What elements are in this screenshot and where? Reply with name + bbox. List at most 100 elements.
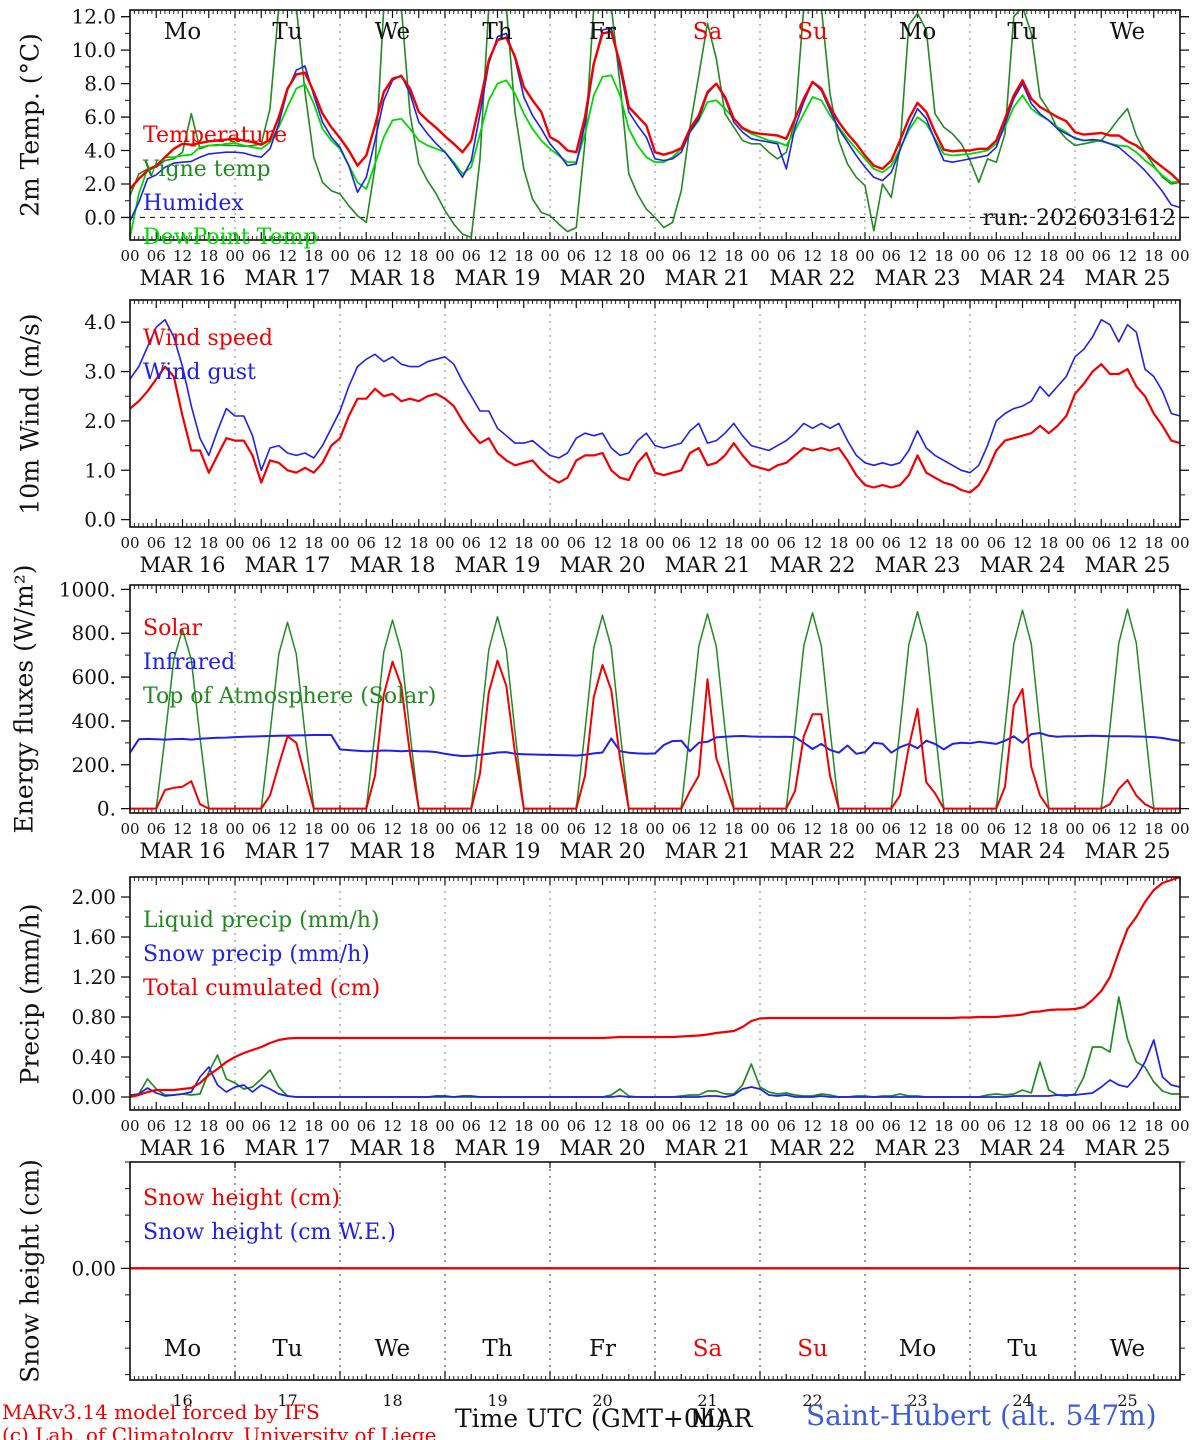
y-tick-label: 1000. xyxy=(59,577,116,601)
hour-tick-label: 12 xyxy=(803,1117,822,1135)
hour-tick-label: 06 xyxy=(672,247,691,265)
hour-tick-label: 00 xyxy=(750,534,769,552)
date-tick-label: MAR 25 xyxy=(1085,1136,1171,1160)
hour-tick-label: 00 xyxy=(120,1117,139,1135)
hour-tick-label: 12 xyxy=(593,820,612,838)
series-total-cumulated-cm- xyxy=(130,877,1180,1099)
legend-precip-1: Snow precip (mm/h) xyxy=(143,942,370,967)
hour-tick-label: 12 xyxy=(383,534,402,552)
y-tick-label: 600. xyxy=(71,665,116,689)
hour-tick-label: 18 xyxy=(829,820,848,838)
hour-tick-label: 12 xyxy=(698,534,717,552)
date-tick-label: MAR 24 xyxy=(980,839,1066,863)
hour-tick-label: 00 xyxy=(1170,247,1189,265)
hour-tick-label: 06 xyxy=(882,820,901,838)
series-temperature xyxy=(130,30,1180,191)
date-tick-label: MAR 19 xyxy=(455,266,541,290)
x-axis-caption: Time UTC (GMT+0h) xyxy=(455,1404,726,1433)
date-tick-label: MAR 22 xyxy=(770,553,856,577)
day-number-label: 16 xyxy=(172,1391,192,1410)
hour-tick-label: 12 xyxy=(278,247,297,265)
date-tick-label: MAR 19 xyxy=(455,1136,541,1160)
hour-tick-label: 00 xyxy=(225,1117,244,1135)
y-tick-label: 0.00 xyxy=(71,1256,116,1280)
date-tick-label: MAR 24 xyxy=(980,553,1066,577)
y-tick-label: 2.00 xyxy=(71,885,116,909)
hour-tick-label: 12 xyxy=(383,820,402,838)
hour-tick-label: 18 xyxy=(1144,820,1163,838)
day-name-bottom: Mo xyxy=(899,1336,936,1362)
hour-tick-label: 00 xyxy=(645,1117,664,1135)
day-number-label: 21 xyxy=(697,1391,717,1410)
date-tick-label: MAR 21 xyxy=(665,839,751,863)
hour-tick-label: 06 xyxy=(252,247,271,265)
model-name: MAR xyxy=(690,1404,753,1433)
legend-temp2m-2: Humidex xyxy=(143,191,244,216)
day-number-label: 20 xyxy=(592,1391,612,1410)
hour-tick-label: 06 xyxy=(987,1117,1006,1135)
hour-tick-label: 06 xyxy=(147,247,166,265)
hour-tick-label: 18 xyxy=(409,1117,428,1135)
date-tick-label: MAR 19 xyxy=(455,839,541,863)
legend-snow-1: Snow height (cm W.E.) xyxy=(143,1220,396,1245)
date-tick-label: MAR 19 xyxy=(455,553,541,577)
hour-tick-label: 00 xyxy=(750,1117,769,1135)
y-tick-label: 0.40 xyxy=(71,1045,116,1069)
credit-line-2: (c) Lab. of Climatology, University of L… xyxy=(2,1423,437,1440)
hour-tick-label: 12 xyxy=(698,820,717,838)
date-tick-label: MAR 24 xyxy=(980,266,1066,290)
series-snow-precip-mm-h- xyxy=(130,1039,1180,1098)
hour-tick-label: 00 xyxy=(960,1117,979,1135)
hour-tick-label: 06 xyxy=(882,534,901,552)
hour-tick-label: 06 xyxy=(987,820,1006,838)
hour-tick-label: 18 xyxy=(619,820,638,838)
legend-temp2m-3: DewPoint Temp xyxy=(143,225,318,250)
hour-tick-label: 18 xyxy=(724,534,743,552)
hour-tick-label: 12 xyxy=(1118,1117,1137,1135)
hour-tick-label: 12 xyxy=(908,1117,927,1135)
hour-tick-label: 00 xyxy=(330,1117,349,1135)
hour-tick-label: 06 xyxy=(357,820,376,838)
legend-temp2m-1: Vigne temp xyxy=(143,157,271,182)
date-tick-label: MAR 21 xyxy=(665,1136,751,1160)
day-name-bottom: Th xyxy=(482,1336,512,1362)
date-tick-label: MAR 23 xyxy=(875,1136,961,1160)
date-tick-label: MAR 18 xyxy=(350,1136,436,1160)
hour-tick-label: 00 xyxy=(960,247,979,265)
hour-tick-label: 06 xyxy=(777,534,796,552)
y-tick-label: 4.0 xyxy=(84,139,116,163)
day-number-label: 24 xyxy=(1012,1391,1032,1410)
day-number-label: 23 xyxy=(907,1391,927,1410)
y-tick-label: 3.0 xyxy=(84,360,116,384)
hour-tick-label: 12 xyxy=(383,247,402,265)
date-tick-label: MAR 16 xyxy=(140,1136,226,1160)
day-name-bottom: Sa xyxy=(693,1336,723,1362)
date-tick-label: MAR 25 xyxy=(1085,839,1171,863)
y-axis-title-temp: 2m Temp. (°C) xyxy=(15,33,45,217)
date-tick-label: MAR 22 xyxy=(770,266,856,290)
hour-tick-label: 00 xyxy=(120,820,139,838)
date-tick-label: MAR 23 xyxy=(875,839,961,863)
day-name-bottom: Tu xyxy=(272,1336,302,1362)
hour-tick-label: 18 xyxy=(199,247,218,265)
y-tick-label: 1.20 xyxy=(71,965,116,989)
date-tick-label: MAR 16 xyxy=(140,266,226,290)
hour-tick-label: 00 xyxy=(120,534,139,552)
hour-tick-label: 00 xyxy=(645,820,664,838)
hour-tick-label: 12 xyxy=(1013,534,1032,552)
hour-tick-label: 06 xyxy=(1092,247,1111,265)
hour-tick-label: 18 xyxy=(1039,1117,1058,1135)
date-tick-label: MAR 18 xyxy=(350,553,436,577)
date-tick-label: MAR 22 xyxy=(770,839,856,863)
hour-tick-label: 06 xyxy=(147,1117,166,1135)
y-tick-label: 0. xyxy=(97,797,116,821)
day-name-top: Th xyxy=(482,19,512,45)
hour-tick-label: 12 xyxy=(488,1117,507,1135)
hour-tick-label: 06 xyxy=(462,534,481,552)
hour-tick-label: 18 xyxy=(304,820,323,838)
hour-tick-label: 18 xyxy=(409,534,428,552)
hour-tick-label: 00 xyxy=(540,820,559,838)
hour-tick-label: 00 xyxy=(750,247,769,265)
y-tick-label: 0.80 xyxy=(71,1005,116,1029)
